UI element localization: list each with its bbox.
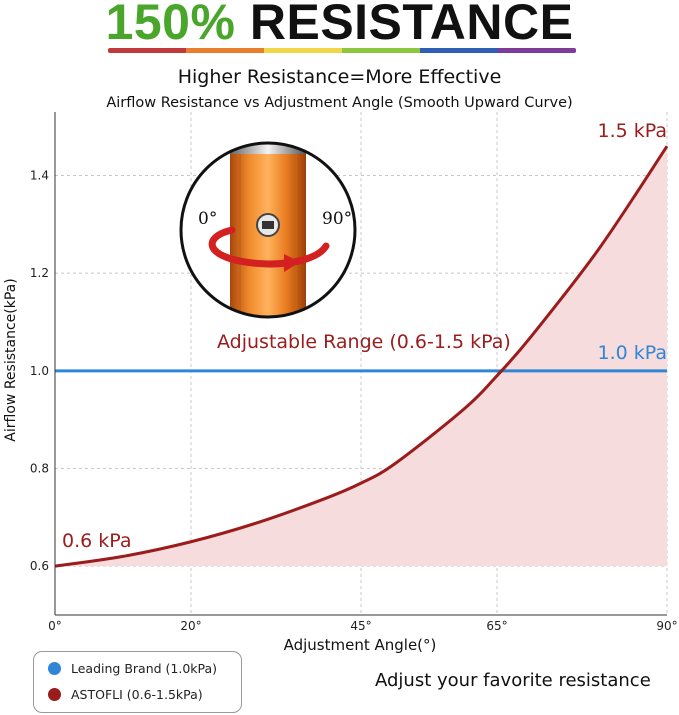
adjustment-inset: 0° 90°: [179, 141, 357, 319]
chart-title: Airflow Resistance vs Adjustment Angle (…: [106, 95, 573, 111]
y-tick-label: 0.8: [30, 461, 49, 475]
tick-labels: 0° 20° 45° 65° 90° 0.6 0.8 1.0 1.2 1.4: [30, 168, 678, 633]
start-value-label: 0.6 kPa: [62, 530, 132, 552]
range-label: Adjustable Range (0.6-1.5 kPa): [217, 331, 511, 353]
rainbow-segment: [420, 48, 498, 53]
rotation-arrow-icon: [208, 226, 330, 268]
y-tick-label: 1.2: [30, 266, 49, 280]
y-axis-label: Airflow Resistance(kPa): [3, 278, 19, 441]
y-tick-label: 1.4: [30, 168, 49, 182]
reference-value-label: 1.0 kPa: [597, 342, 667, 364]
rainbow-segment: [264, 48, 342, 53]
legend-item-leading-brand: Leading Brand (1.0kPa): [48, 661, 217, 676]
legend-label-leading-brand: Leading Brand (1.0kPa): [71, 661, 218, 676]
x-tick-label: 65°: [486, 619, 507, 633]
legend-label-astofli: ASTOFLI (0.6-1.5kPa): [71, 687, 203, 702]
legend: Leading Brand (1.0kPa) ASTOFLI (0.6-1.5k…: [33, 651, 242, 713]
rainbow-segment: [108, 48, 186, 53]
x-tick-label: 45°: [350, 619, 371, 633]
inset-angle-end: 90°: [322, 209, 352, 229]
resistance-area-fill: [55, 146, 667, 567]
x-tick-label: 0°: [48, 619, 62, 633]
end-value-label: 1.5 kPa: [597, 120, 667, 142]
caption: Adjust your favorite resistance: [375, 670, 651, 691]
headline-percent: 150%: [105, 0, 236, 50]
rainbow-segment: [498, 48, 576, 53]
y-tick-label: 1.0: [30, 364, 49, 378]
rotation-arrow-head-icon: [284, 254, 300, 272]
astofli-curve: [54, 145, 669, 568]
rainbow-segment: [342, 48, 420, 53]
legend-swatch-leading-brand: [48, 662, 61, 675]
tube-cap: [230, 143, 306, 154]
x-tick-label: 20°: [180, 619, 201, 633]
axes: [54, 112, 667, 616]
inset-angle-start: 0°: [198, 209, 217, 229]
rainbow-segment: [186, 48, 264, 53]
x-tick-label: 90°: [656, 619, 677, 633]
legend-swatch-astofli: [48, 688, 61, 701]
rainbow-divider: [108, 48, 576, 53]
subtitle: Higher Resistance=More Effective: [177, 66, 502, 88]
y-tick-label: 0.6: [30, 559, 49, 573]
legend-item-astofli: ASTOFLI (0.6-1.5kPa): [48, 687, 203, 702]
x-axis-label: Adjustment Angle(°): [284, 636, 437, 654]
headline: 150% RESISTANCE: [0, 0, 679, 47]
headline-word: RESISTANCE: [249, 0, 574, 50]
